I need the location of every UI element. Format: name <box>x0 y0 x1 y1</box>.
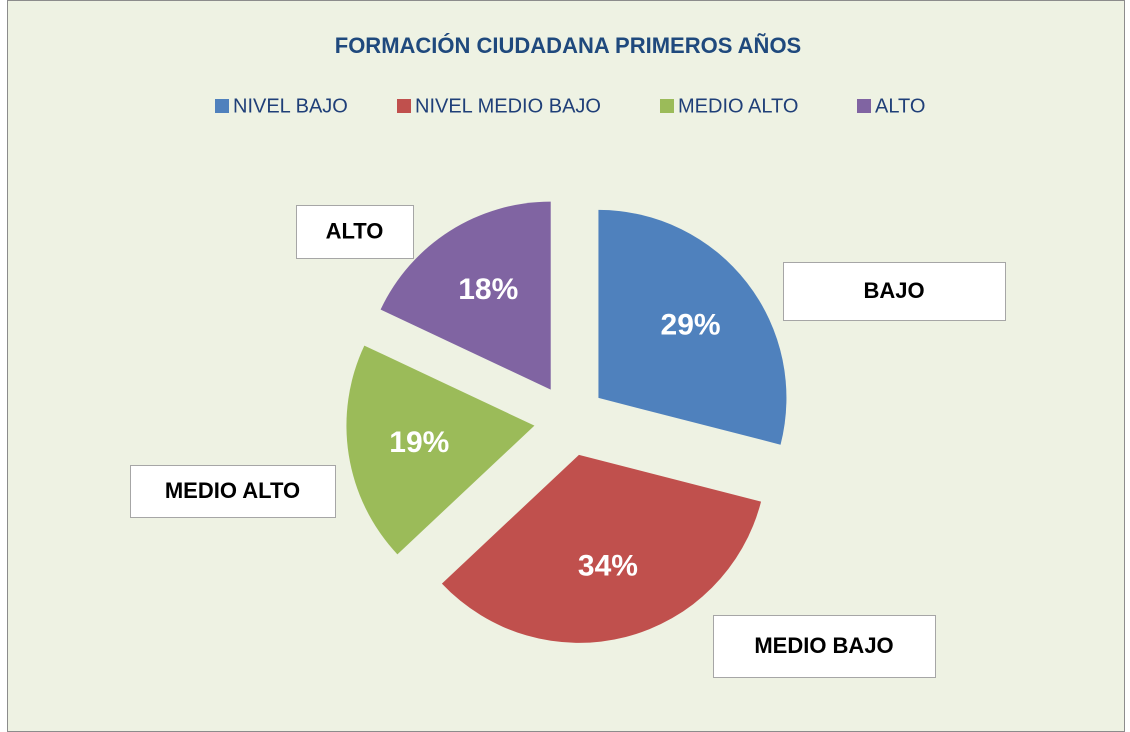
callout-label: BAJO <box>863 278 924 303</box>
callout-box <box>713 615 936 678</box>
pie-slice <box>441 454 762 643</box>
callout-box <box>783 262 1006 321</box>
callout-label: ALTO <box>326 218 384 243</box>
legend-label: MEDIO ALTO <box>678 95 798 117</box>
chart-title: FORMACIÓN CIUDADANA PRIMEROS AÑOS <box>335 33 801 58</box>
legend-label: NIVEL BAJO <box>233 95 348 117</box>
value-label: 19% <box>389 426 449 459</box>
callout-box <box>130 465 336 518</box>
callout-label: MEDIO BAJO <box>754 633 893 658</box>
legend-swatch <box>215 99 229 113</box>
value-label: 18% <box>458 273 518 306</box>
pie-slice <box>380 201 551 390</box>
legend-swatch <box>857 99 871 113</box>
legend-swatch <box>660 99 674 113</box>
legend-label: NIVEL MEDIO BAJO <box>415 95 601 117</box>
legend-label: ALTO <box>875 95 925 117</box>
legend-swatch <box>397 99 411 113</box>
value-label: 29% <box>661 308 721 341</box>
pie-slice <box>346 345 535 555</box>
value-label: 34% <box>578 550 638 583</box>
pie-slice <box>598 209 787 445</box>
callout-box <box>296 205 414 259</box>
callout-label: MEDIO ALTO <box>165 478 300 503</box>
